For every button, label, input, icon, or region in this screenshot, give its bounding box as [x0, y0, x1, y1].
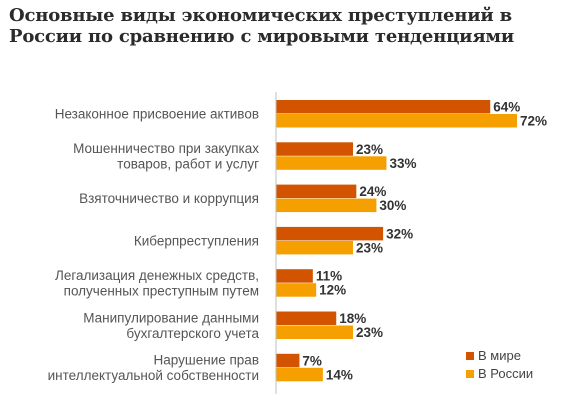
category-label: Взяточничество и коррупция — [79, 191, 259, 206]
data-label: 23% — [356, 240, 383, 255]
category-label: Манипулирование данными бухгалтерского уч… — [83, 310, 259, 341]
legend-label: В мире — [478, 348, 521, 363]
category-label: Нарушение прав интеллектуальной собственн… — [48, 353, 259, 384]
bar-world — [276, 311, 337, 325]
data-label: 32% — [386, 226, 413, 241]
bar-russia — [276, 283, 317, 297]
bar-russia — [276, 114, 517, 128]
category-label: Киберпреступления — [134, 233, 259, 248]
bar-russia — [276, 325, 353, 339]
bar-world — [276, 353, 300, 368]
data-label: 12% — [319, 283, 346, 298]
data-label: 24% — [359, 184, 386, 199]
data-label: 14% — [326, 367, 353, 382]
legend-swatch — [466, 370, 474, 378]
data-label: 33% — [389, 156, 416, 171]
bar-world — [276, 184, 357, 199]
bar-russia — [276, 367, 323, 382]
data-label: 18% — [339, 311, 366, 326]
data-label: 30% — [379, 198, 406, 213]
bar-world — [276, 100, 491, 114]
chart-title: Основные виды экономических преступлений… — [9, 5, 515, 47]
bar-world — [276, 226, 384, 241]
bar-russia — [276, 240, 353, 255]
data-label: 64% — [493, 100, 520, 115]
data-label: 7% — [302, 353, 322, 368]
bar-russia — [276, 156, 387, 170]
bar-russia — [276, 198, 377, 213]
data-label: 23% — [356, 325, 383, 340]
category-label: Незаконное присвоение активов — [55, 107, 259, 122]
data-label: 72% — [520, 114, 547, 129]
legend-label: В России — [478, 366, 533, 381]
legend-swatch — [466, 352, 474, 360]
category-label: Легализация денежных средств, полученных … — [55, 268, 259, 299]
category-label: Мошенничество при закупках товаров, работ… — [73, 141, 259, 172]
bar-world — [276, 142, 353, 156]
bar-world — [276, 269, 313, 283]
data-label: 23% — [356, 142, 383, 157]
data-label: 11% — [316, 269, 342, 284]
